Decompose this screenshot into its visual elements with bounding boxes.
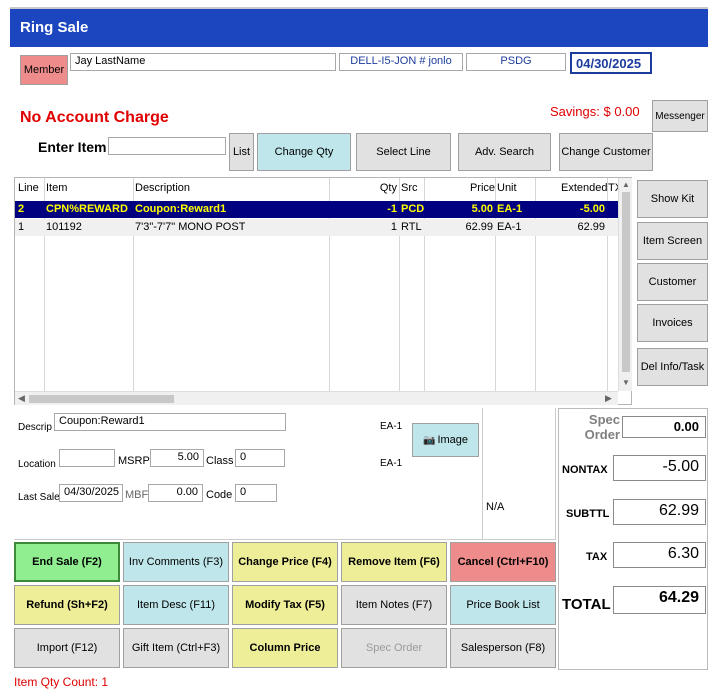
horizontal-scrollbar[interactable]: ◀ ▶ <box>15 391 618 405</box>
col-line[interactable]: Line <box>18 182 39 194</box>
col-item[interactable]: Item <box>46 182 68 194</box>
remove-item-button[interactable]: Remove Item (F6) <box>341 542 447 582</box>
col-extended[interactable]: Extended <box>561 182 608 194</box>
vertical-scrollbar[interactable]: ▲ ▼ <box>618 178 632 391</box>
no-account-charge: No Account Charge <box>20 109 169 126</box>
member-button[interactable]: Member <box>20 55 68 85</box>
table-row[interactable]: 1 101192 7'3"-7'7" MONO POST 1 RTL 62.99… <box>15 219 619 236</box>
show-kit-button[interactable]: Show Kit <box>637 180 708 218</box>
cancel-button[interactable]: Cancel (Ctrl+F10) <box>450 542 556 582</box>
class-label: Class <box>206 455 234 467</box>
last-sale-label: Last Sale <box>18 492 60 503</box>
col-qty[interactable]: Qty <box>379 182 397 194</box>
scroll-thumb[interactable] <box>622 192 630 372</box>
class-field[interactable]: 0 <box>235 449 285 467</box>
item-notes-button[interactable]: Item Notes (F7) <box>341 585 447 625</box>
end-sale-button[interactable]: End Sale (F2) <box>14 542 120 582</box>
mbf-field: 0.00 <box>148 484 203 502</box>
modify-tax-button[interactable]: Modify Tax (F5) <box>232 585 338 625</box>
invoices-button[interactable]: Invoices <box>637 304 708 342</box>
item-detail-panel <box>14 408 556 540</box>
change-price-button[interactable]: Change Price (F4) <box>232 542 338 582</box>
unit-label-2: EA-1 <box>380 458 403 469</box>
scroll-left-icon[interactable]: ◀ <box>18 393 25 403</box>
price-book-list-button[interactable]: Price Book List <box>450 585 556 625</box>
hscroll-thumb[interactable] <box>29 395 174 403</box>
window-title: Ring Sale <box>10 7 708 47</box>
sale-lines-grid[interactable]: Line Item Description Qty Src Price Unit… <box>14 177 632 405</box>
total-value: 64.29 <box>613 586 706 614</box>
spec-order-button[interactable]: Spec Order <box>341 628 447 668</box>
refund-button[interactable]: Refund (Sh+F2) <box>14 585 120 625</box>
adv-search-button[interactable]: Adv. Search <box>458 133 551 171</box>
col-price[interactable]: Price <box>469 182 495 194</box>
date-field: 04/30/2025 <box>570 52 652 74</box>
change-qty-button[interactable]: Change Qty <box>257 133 351 171</box>
scroll-down-icon[interactable]: ▼ <box>622 378 630 387</box>
inv-comments-button[interactable]: Inv Comments (F3) <box>123 542 229 582</box>
change-customer-button[interactable]: Change Customer <box>559 133 653 171</box>
customer-button[interactable]: Customer <box>637 263 708 301</box>
col-unit[interactable]: Unit <box>497 182 517 194</box>
item-screen-button[interactable]: Item Screen <box>637 222 708 260</box>
scroll-up-icon[interactable]: ▲ <box>622 180 630 189</box>
nontax-value: -5.00 <box>613 455 706 481</box>
enter-item-label: Enter Item <box>38 139 107 155</box>
code-field[interactable]: 0 <box>235 484 277 502</box>
location-field[interactable] <box>59 449 115 467</box>
item-qty-count: Item Qty Count: 1 <box>14 675 109 689</box>
column-price-button[interactable]: Column Price <box>232 628 338 668</box>
na-label: N/A <box>486 501 505 513</box>
code-label: Code <box>206 489 233 501</box>
image-icon: 📷 <box>422 434 436 446</box>
col-src[interactable]: Src <box>401 182 418 194</box>
savings-label: Savings: $ 0.00 <box>550 104 640 119</box>
grid-header: Line Item Description Qty Src Price Unit… <box>15 180 622 197</box>
scroll-right-icon[interactable]: ▶ <box>605 393 612 403</box>
unit-label-1: EA-1 <box>380 421 403 432</box>
tax-label: TAX <box>586 551 608 563</box>
mbf-label: MBF <box>125 489 149 501</box>
descrip-field[interactable]: Coupon:Reward1 <box>54 413 286 431</box>
import-button[interactable]: Import (F12) <box>14 628 120 668</box>
msrp-field[interactable]: 5.00 <box>150 449 204 467</box>
messenger-button[interactable]: Messenger <box>652 100 708 132</box>
spec-order-value: 0.00 <box>622 416 706 438</box>
total-label: TOTAL <box>562 596 611 613</box>
select-line-button[interactable]: Select Line <box>356 133 451 171</box>
user-field: PSDG <box>466 53 566 71</box>
image-button[interactable]: 📷 Image <box>412 423 479 457</box>
subttl-value: 62.99 <box>613 499 706 525</box>
del-info-button[interactable]: Del Info/Task <box>637 348 708 386</box>
spec-order-label: Spec Order <box>584 412 620 442</box>
last-sale-field: 04/30/2025 <box>59 484 123 502</box>
totals-panel <box>558 408 708 670</box>
subttl-label: SUBTTL <box>566 508 610 520</box>
enter-item-input[interactable] <box>108 137 226 155</box>
msrp-label: MSRP <box>118 455 150 467</box>
col-description[interactable]: Description <box>135 182 191 194</box>
customer-name-field[interactable]: Jay LastName <box>70 53 336 71</box>
nontax-label: NONTAX <box>562 464 608 476</box>
list-button[interactable]: List <box>229 133 254 171</box>
descrip-label: Descrip <box>18 422 52 433</box>
salesperson-button[interactable]: Salesperson (F8) <box>450 628 556 668</box>
tax-value: 6.30 <box>613 542 706 568</box>
table-row[interactable]: 2 CPN%REWARD Coupon:Reward1 -1 PCD 5.00 … <box>15 201 619 218</box>
location-label: Location <box>18 459 56 470</box>
item-desc-button[interactable]: Item Desc (F11) <box>123 585 229 625</box>
station-field: DELL-I5-JON # jonlo <box>339 53 463 71</box>
gift-item-button[interactable]: Gift Item (Ctrl+F3) <box>123 628 229 668</box>
